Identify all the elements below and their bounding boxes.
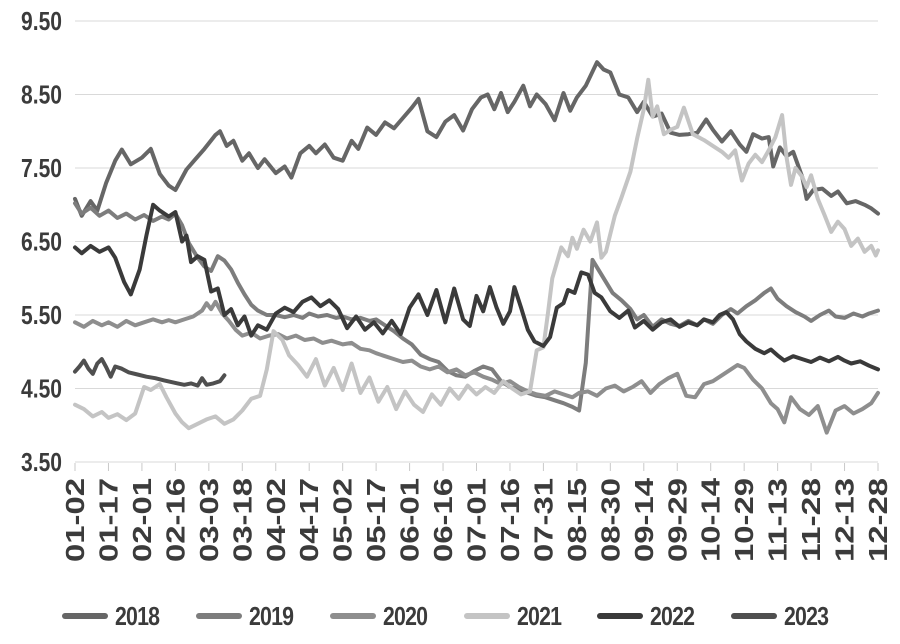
chart-legend: 2018 2019 2020 2021 2022 2023 <box>0 594 900 638</box>
x-axis-label: 12-13 <box>830 478 860 562</box>
legend-label-2023: 2023 <box>784 601 829 631</box>
x-axis-label: 04-17 <box>294 478 324 562</box>
x-axis-label: 03-03 <box>194 478 224 562</box>
x-axis-label: 04-02 <box>261 478 291 562</box>
legend-item-2021: 2021 <box>463 601 571 631</box>
x-axis-label: 06-01 <box>395 478 425 562</box>
x-axis-label: 05-17 <box>361 478 391 562</box>
legend-item-2023: 2023 <box>731 603 838 629</box>
x-axis-label: 06-16 <box>428 478 458 562</box>
x-axis-label: 09-29 <box>662 478 692 562</box>
y-axis-label: 8.50 <box>21 80 62 110</box>
legend-swatch-2019 <box>195 613 242 619</box>
series-line-2019 <box>73 201 880 413</box>
x-axis-label: 08-15 <box>562 478 592 562</box>
y-axis-label: 4.50 <box>21 374 62 404</box>
x-axis-label: 12-28 <box>863 478 893 562</box>
y-axis-label: 6.50 <box>21 227 62 257</box>
legend-label-2020: 2020 <box>382 601 428 631</box>
legend-item-2018: 2018 <box>61 601 169 631</box>
legend-swatch-2023 <box>731 613 778 619</box>
x-axis-label: 07-16 <box>495 478 525 562</box>
legend-swatch-2018 <box>61 613 108 619</box>
series-line-2023 <box>73 357 227 388</box>
x-axis-label: 08-30 <box>595 478 625 562</box>
x-axis-label: 02-01 <box>127 478 157 562</box>
y-axis-label: 5.50 <box>21 300 62 330</box>
x-axis-label: 01-17 <box>93 478 123 562</box>
x-axis-label: 10-29 <box>729 478 759 562</box>
x-axis-label: 09-14 <box>629 477 659 562</box>
x-axis-label: 03-18 <box>227 478 257 562</box>
x-axis-label: 07-31 <box>528 478 558 562</box>
x-axis-label: 05-02 <box>328 478 358 562</box>
x-axis-label: 10-14 <box>696 477 726 562</box>
x-axis-label: 11-28 <box>796 478 826 562</box>
legend-swatch-2021 <box>463 613 510 619</box>
legend-item-2022: 2022 <box>597 603 704 629</box>
y-axis-label: 7.50 <box>21 153 62 183</box>
legend-item-2020: 2020 <box>329 601 437 631</box>
legend-swatch-2020 <box>329 613 376 619</box>
legend-item-2019: 2019 <box>195 601 303 631</box>
legend-label-2018: 2018 <box>114 601 160 631</box>
series-line-2020 <box>73 299 880 435</box>
legend-swatch-2022 <box>597 613 644 619</box>
legend-label-2021: 2021 <box>516 601 562 631</box>
legend-label-2019: 2019 <box>248 601 294 631</box>
series-line-2022 <box>73 202 880 372</box>
x-axis-label: 07-01 <box>462 478 492 562</box>
x-axis-label: 11-13 <box>763 478 793 562</box>
x-axis-label: 01-02 <box>60 478 90 562</box>
y-axis-label: 3.50 <box>21 447 62 477</box>
series-line-2021 <box>73 77 880 431</box>
series-line-2018 <box>73 60 880 218</box>
legend-label-2022: 2022 <box>650 601 695 631</box>
y-axis-label: 9.50 <box>21 6 62 36</box>
x-axis-label: 02-16 <box>160 478 190 562</box>
